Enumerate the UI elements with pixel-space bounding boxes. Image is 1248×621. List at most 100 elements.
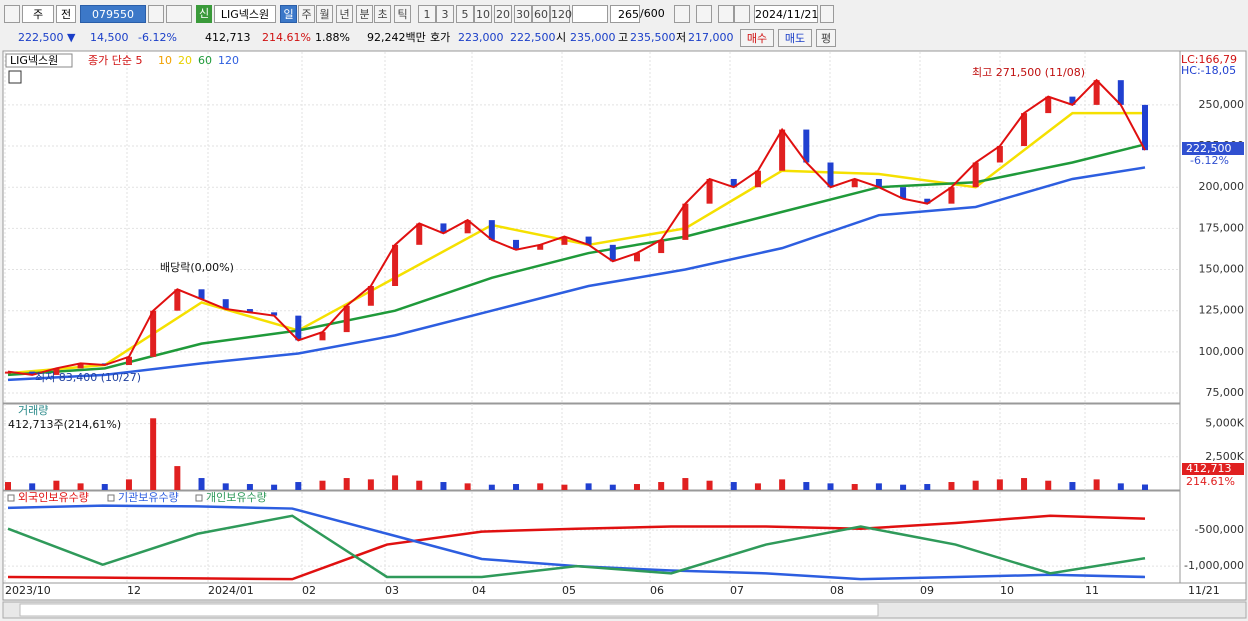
y-tick-label: 125,000 bbox=[1199, 304, 1245, 317]
unit-select[interactable] bbox=[572, 5, 608, 23]
last-price-box bbox=[1182, 142, 1244, 155]
y-tick-label: -1,000,000 bbox=[1184, 559, 1244, 572]
tool-icon[interactable] bbox=[696, 5, 712, 23]
icon[interactable] bbox=[4, 5, 20, 23]
volume-bar bbox=[101, 484, 108, 490]
tool-icon[interactable] bbox=[718, 5, 734, 23]
interval-button[interactable]: 일 bbox=[280, 5, 297, 23]
interval-button[interactable]: 분 bbox=[356, 5, 373, 23]
sound-button[interactable] bbox=[166, 5, 192, 23]
legend-name: LIG넥스원 bbox=[10, 54, 58, 67]
calendar-button[interactable] bbox=[820, 5, 834, 23]
y-tick-label: 75,000 bbox=[1206, 386, 1245, 399]
code-input[interactable]: 079550 bbox=[80, 5, 146, 23]
x-tick-label: 07 bbox=[730, 584, 744, 597]
y-tick-label: 100,000 bbox=[1199, 345, 1245, 358]
candle bbox=[392, 244, 399, 286]
volume-bar bbox=[585, 483, 592, 490]
volume-bar bbox=[246, 484, 253, 490]
buy-button[interactable]: 매수 bbox=[740, 29, 774, 47]
last-price-label: 222,500 bbox=[1186, 142, 1232, 155]
quote-low: 217,000 bbox=[688, 31, 734, 44]
volume-bar bbox=[1045, 480, 1052, 490]
stock-name: LIG넥스원 bbox=[214, 5, 276, 23]
x-tick-label: 2024/01 bbox=[208, 584, 254, 597]
scope-select[interactable]: 전 bbox=[56, 5, 76, 23]
quote-price: 222,500 ▼ bbox=[18, 31, 76, 44]
volume-bar bbox=[464, 483, 471, 490]
volume-bar bbox=[779, 479, 786, 490]
interval-button[interactable]: 주 bbox=[298, 5, 315, 23]
candle bbox=[851, 178, 858, 188]
scroll-thumb[interactable] bbox=[19, 603, 879, 617]
volume-bar bbox=[5, 482, 11, 490]
y-tick-label: 250,000 bbox=[1199, 98, 1245, 111]
search-button[interactable] bbox=[148, 5, 164, 23]
candle bbox=[29, 371, 36, 375]
legend-label: 기관보유수량 bbox=[118, 491, 179, 504]
volume-bar bbox=[1021, 478, 1028, 490]
candle bbox=[77, 363, 84, 369]
multiplier-button[interactable]: 30 bbox=[514, 5, 532, 23]
count-input[interactable]: 265 bbox=[610, 5, 640, 23]
volume-bar bbox=[1142, 484, 1148, 490]
multiplier-button[interactable]: 20 bbox=[494, 5, 512, 23]
multiplier-button[interactable]: 1 bbox=[418, 5, 436, 23]
period-select[interactable]: 주 bbox=[22, 5, 54, 23]
lc-label: LC:166,79 bbox=[1181, 53, 1237, 66]
legend-swatch bbox=[195, 494, 203, 502]
eval-button[interactable]: 평 bbox=[816, 29, 836, 47]
volume-last-pct: 214.61% bbox=[1186, 475, 1235, 488]
candle bbox=[779, 129, 786, 171]
x-tick-label: 11 bbox=[1085, 584, 1099, 597]
volume-bar bbox=[875, 483, 882, 490]
holding-line bbox=[7, 514, 1146, 579]
multiplier-button[interactable]: 3 bbox=[436, 5, 454, 23]
multiplier-button[interactable]: 10 bbox=[474, 5, 492, 23]
volume-bar bbox=[948, 482, 955, 490]
interval-button[interactable]: 초 bbox=[374, 5, 391, 23]
tool-icon[interactable] bbox=[674, 5, 690, 23]
new-badge: 신 bbox=[196, 5, 212, 23]
candle bbox=[585, 236, 592, 245]
volume-bar bbox=[513, 484, 520, 490]
y-tick-label: -500,000 bbox=[1195, 523, 1244, 536]
quote-high: 235,500 bbox=[630, 31, 676, 44]
volume-bar bbox=[29, 483, 36, 490]
high-note: 최고 271,500 (11/08) bbox=[972, 66, 1085, 79]
multiplier-button[interactable]: 60 bbox=[532, 5, 550, 23]
interval-button[interactable]: 년 bbox=[336, 5, 353, 23]
sell-button[interactable]: 매도 bbox=[778, 29, 812, 47]
interval-button[interactable]: 월 bbox=[316, 5, 333, 23]
quote-turnover-pct: 1.88% bbox=[315, 31, 350, 44]
volume-bar bbox=[633, 484, 640, 490]
volume-bar bbox=[827, 483, 834, 490]
date-input[interactable]: 2024/11/21 bbox=[754, 5, 818, 23]
candle bbox=[198, 289, 205, 300]
tool-icon[interactable] bbox=[734, 5, 750, 23]
volume-bar bbox=[1093, 479, 1100, 490]
candle bbox=[972, 162, 979, 188]
right-axis bbox=[1179, 50, 1247, 584]
volume-note: 412,713주(214,61%) bbox=[8, 418, 121, 431]
volume-bar bbox=[343, 478, 350, 490]
x-tick-label: 12 bbox=[127, 584, 141, 597]
candle bbox=[513, 239, 520, 250]
candle bbox=[246, 309, 253, 313]
volume-bar bbox=[706, 480, 713, 490]
dividend-note: 배당락(0,00%) bbox=[160, 261, 234, 274]
x-axis bbox=[2, 582, 1247, 601]
legend-period: 60 bbox=[198, 54, 212, 67]
y-tick-label: 5,000K bbox=[1205, 417, 1244, 430]
volume-bar bbox=[658, 482, 665, 490]
multiplier-button[interactable]: 120 bbox=[550, 5, 572, 23]
legend-swatch bbox=[7, 494, 15, 502]
multiplier-button[interactable]: 5 bbox=[456, 5, 474, 23]
y-tick-label: 175,000 bbox=[1199, 221, 1245, 234]
candle bbox=[416, 223, 423, 245]
volume-bar bbox=[367, 479, 374, 490]
interval-button[interactable]: 틱 bbox=[394, 5, 411, 23]
quote-high-label: 고 bbox=[618, 31, 629, 44]
candle bbox=[222, 299, 229, 310]
